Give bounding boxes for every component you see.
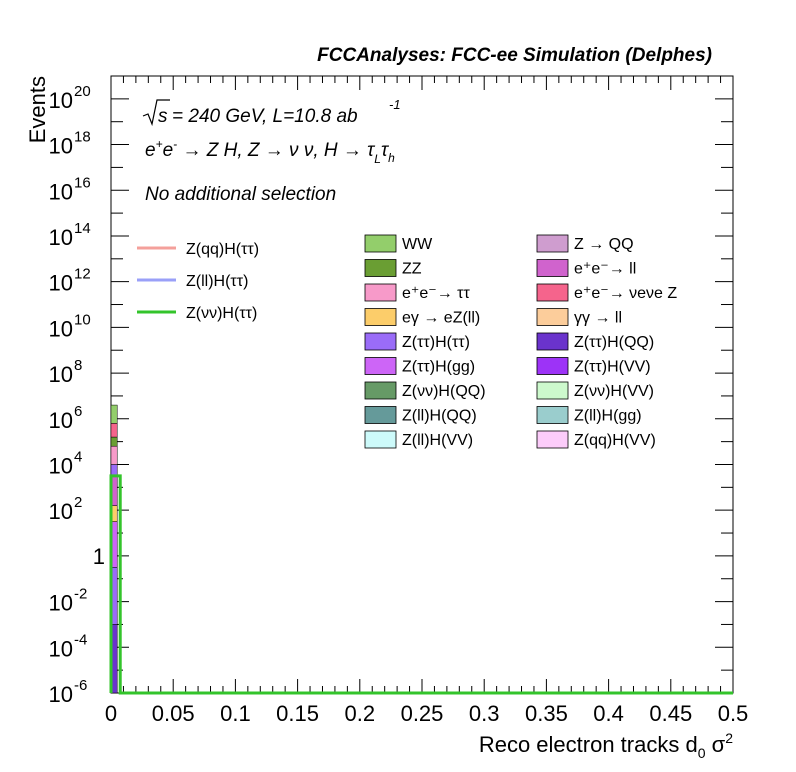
signal-lines <box>109 474 733 695</box>
legend-label: Z → QQ <box>574 236 634 253</box>
legend-label: Z(ll)H(QQ) <box>402 408 477 425</box>
y-tick-exponent: -6 <box>74 677 87 694</box>
stack-segment <box>110 404 118 424</box>
legend-swatch <box>536 234 569 253</box>
y-tick-exponent: 8 <box>74 357 82 374</box>
legend-label: Z(νν)H(QQ) <box>402 383 486 400</box>
legend-label: eγ → eZ(ll) <box>402 310 480 327</box>
y-tick-exponent: 14 <box>74 220 91 237</box>
legend-label: WW <box>402 236 433 253</box>
legend-swatch <box>364 381 397 400</box>
axes: 0 0.05 0.1 0.15 0.2 0.25 0.3 0.35 0.4 0.45 0.510 20… <box>49 75 749 726</box>
legend-swatch <box>364 283 397 302</box>
x-tick-label: 0 <box>105 701 117 726</box>
legend-label: Z(ll)H(VV) <box>402 432 473 449</box>
annotation-process: e+e- → Z H, Z → ν ν, H → τLτh <box>145 137 395 166</box>
y-tick-exponent: 6 <box>74 403 82 420</box>
legend-label: ZZ <box>402 261 422 278</box>
stack-segment <box>110 464 118 477</box>
legend-swatch <box>364 259 397 277</box>
svg-text:-1: -1 <box>389 97 401 112</box>
y-tick-label: 10 <box>49 682 73 707</box>
legend-label: Z(ττ)H(ττ) <box>402 334 470 351</box>
y-tick-exponent: -4 <box>74 631 87 648</box>
legend-label: Z(ll)H(gg) <box>574 408 642 425</box>
signal-legend-label: Z(νν)H(ττ) <box>186 305 257 322</box>
y-tick-exponent: 20 <box>74 83 91 100</box>
legend-swatch <box>536 332 569 351</box>
y-axis-title: Events <box>25 76 50 143</box>
legend-swatch <box>364 430 397 449</box>
legend-label: γγ → ll <box>574 310 622 327</box>
y-tick-label: 10 <box>49 591 73 616</box>
svg-text:s: s <box>158 106 168 127</box>
y-tick-exponent: 18 <box>74 129 91 146</box>
signal-legend-label: Z(ll)H(ττ) <box>186 273 248 290</box>
annotation-selection: No additional selection <box>145 184 336 205</box>
y-tick-label: 10 <box>49 499 73 524</box>
x-tick-label: 0.35 <box>525 701 568 726</box>
svg-text:e+e- → Z H, Z → ν ν, H → τLτh: e+e- → Z H, Z → ν ν, H → τLτh <box>145 137 395 166</box>
legend-swatch <box>536 381 569 400</box>
svg-text:= 240 GeV, L=10.8 ab: = 240 GeV, L=10.8 ab <box>172 106 358 127</box>
legend-swatch <box>364 234 397 253</box>
annotation-energy: s = 240 GeV, L=10.8 ab -1 <box>142 97 401 127</box>
stack-segment <box>110 445 118 465</box>
x-tick-label: 0.2 <box>345 701 376 726</box>
legend-swatch <box>364 308 397 326</box>
legend-label: Z(ττ)H(gg) <box>402 359 475 376</box>
y-tick-exponent: 4 <box>74 448 82 465</box>
y-tick-label: 10 <box>49 88 73 113</box>
y-tick-label: 1 <box>93 544 105 569</box>
legend-swatch <box>536 357 569 375</box>
y-tick-label: 10 <box>49 453 73 478</box>
legend-label: e⁺e⁻→ νeνe Z <box>574 285 677 302</box>
y-tick-label: 10 <box>49 316 73 341</box>
x-axis-title: Reco electron tracks d0 σ2 <box>479 730 733 761</box>
legend-label: Z(νν)H(VV) <box>574 383 654 400</box>
legend-swatch <box>536 259 569 277</box>
legend-label: e⁺e⁻→ ττ <box>402 285 470 302</box>
legend-swatch <box>536 308 569 326</box>
legend-label: e⁺e⁻→ ll <box>574 261 636 278</box>
y-tick-exponent: 16 <box>74 174 91 191</box>
stack-segment <box>110 423 118 438</box>
y-tick-label: 10 <box>49 179 73 204</box>
legend-swatch <box>364 406 397 424</box>
legend-swatch <box>536 406 569 424</box>
x-tick-label: 0.45 <box>649 701 692 726</box>
legend-swatch <box>536 283 569 302</box>
y-tick-label: 10 <box>49 225 73 250</box>
legend-label: Z(ττ)H(VV) <box>574 359 651 376</box>
signal-legend: Z(qq)H(ττ) Z(ll)H(ττ) Z(νν)H(ττ) <box>137 241 259 322</box>
y-tick-label: 10 <box>49 408 73 433</box>
y-tick-label: 10 <box>49 134 73 159</box>
y-tick-label: 10 <box>49 636 73 661</box>
x-tick-label: 0.05 <box>152 701 195 726</box>
x-tick-label: 0.3 <box>469 701 500 726</box>
x-tick-label: 0.5 <box>718 701 749 726</box>
y-tick-exponent: 10 <box>74 311 91 328</box>
y-tick-label: 10 <box>49 362 73 387</box>
x-tick-label: 0.25 <box>401 701 444 726</box>
stack-segment <box>110 436 118 447</box>
signal-line <box>109 474 733 695</box>
y-tick-exponent: 2 <box>74 494 82 511</box>
y-tick-exponent: 12 <box>74 266 91 283</box>
legend-swatch <box>536 430 569 449</box>
background-legend: WW Z → QQ ZZ e⁺e⁻→ ll e⁺e⁻→ ττ e⁺e⁻→ νeνe Z eγ… <box>364 234 677 449</box>
legend-label: Z(qq)H(VV) <box>574 432 656 449</box>
legend-label: Z(ττ)H(QQ) <box>574 334 654 351</box>
legend-swatch <box>364 357 397 375</box>
signal-legend-label: Z(qq)H(ττ) <box>186 241 259 258</box>
x-tick-label: 0.4 <box>593 701 624 726</box>
legend-swatch <box>364 332 397 351</box>
chart-title: FCCAnalyses: FCC-ee Simulation (Delphes) <box>317 45 712 66</box>
x-tick-label: 0.1 <box>220 701 251 726</box>
x-tick-label: 0.15 <box>276 701 319 726</box>
y-tick-exponent: -2 <box>74 586 87 603</box>
y-tick-label: 10 <box>49 271 73 296</box>
